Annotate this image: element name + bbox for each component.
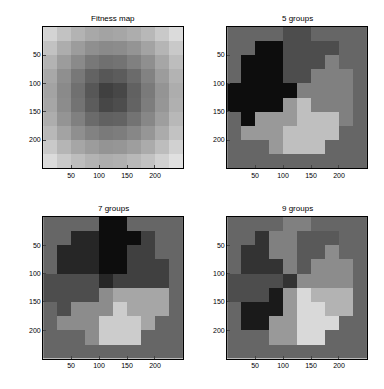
svg-text:100: 100	[93, 172, 105, 179]
svg-text:100: 100	[29, 80, 41, 87]
svg-text:100: 100	[29, 270, 41, 277]
svg-text:50: 50	[251, 362, 259, 369]
svg-text:100: 100	[213, 80, 225, 87]
svg-text:50: 50	[33, 242, 41, 249]
svg-text:200: 200	[213, 327, 225, 334]
svg-text:5 groups: 5 groups	[282, 14, 313, 23]
svg-text:50: 50	[217, 51, 225, 58]
svg-text:50: 50	[217, 242, 225, 249]
svg-text:150: 150	[305, 362, 317, 369]
svg-text:150: 150	[213, 298, 225, 305]
svg-text:150: 150	[305, 172, 317, 179]
svg-text:150: 150	[29, 108, 41, 115]
svg-text:200: 200	[29, 136, 41, 143]
svg-text:50: 50	[33, 51, 41, 58]
svg-text:7 groups: 7 groups	[98, 204, 129, 213]
svg-text:150: 150	[213, 108, 225, 115]
svg-text:50: 50	[67, 362, 75, 369]
svg-text:200: 200	[149, 362, 161, 369]
svg-text:100: 100	[277, 172, 289, 179]
svg-text:200: 200	[213, 136, 225, 143]
svg-text:50: 50	[251, 172, 259, 179]
svg-text:100: 100	[277, 362, 289, 369]
svg-text:200: 200	[333, 362, 345, 369]
svg-text:100: 100	[93, 362, 105, 369]
svg-text:150: 150	[121, 362, 133, 369]
svg-text:9 groups: 9 groups	[282, 204, 313, 213]
svg-text:200: 200	[333, 172, 345, 179]
svg-text:Fitness map: Fitness map	[91, 14, 135, 23]
svg-text:150: 150	[29, 298, 41, 305]
svg-text:50: 50	[67, 172, 75, 179]
svg-text:200: 200	[29, 327, 41, 334]
svg-text:100: 100	[213, 270, 225, 277]
svg-text:150: 150	[121, 172, 133, 179]
svg-text:200: 200	[149, 172, 161, 179]
